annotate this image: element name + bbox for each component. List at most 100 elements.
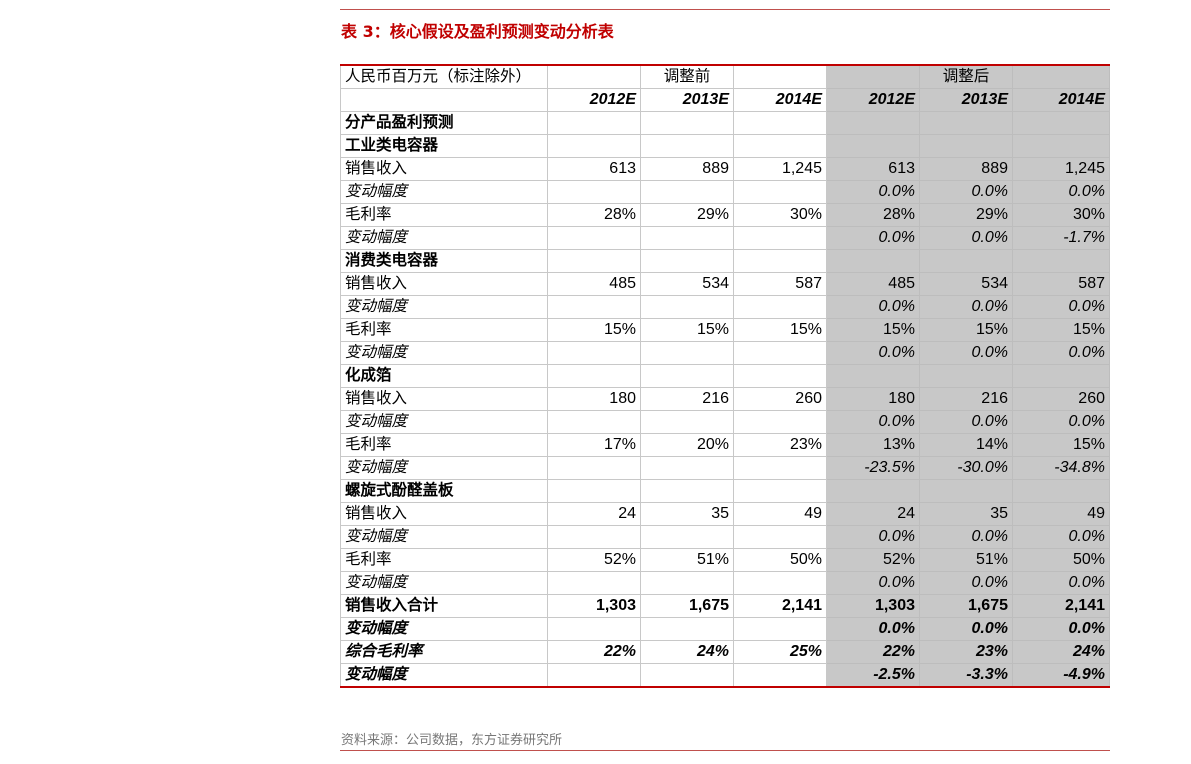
- table-cell: 24: [547, 502, 641, 526]
- table-cell: [1012, 364, 1110, 388]
- table-cell: [733, 479, 827, 503]
- table-cell: 0.0%: [826, 410, 920, 434]
- table-row: 销售收入 24 35 49 24 35 49: [340, 502, 1110, 526]
- forecast-table: 人民币百万元（标注除外） 调整前 调整后 2012E 2013E 2014E 2…: [340, 64, 1110, 688]
- table-row: 变动幅度 0.0% 0.0% -1.7%: [340, 226, 1110, 250]
- table-cell: [640, 341, 734, 365]
- year-header: 2013E: [919, 88, 1013, 112]
- table-cell: [640, 111, 734, 135]
- table-cell: 0.0%: [919, 410, 1013, 434]
- table-cell: [547, 617, 641, 641]
- table-cell: 534: [640, 272, 734, 296]
- table-cell: [1012, 249, 1110, 273]
- table-cell: [547, 249, 641, 273]
- table-cell: [640, 295, 734, 319]
- year-header: 2012E: [826, 88, 920, 112]
- table-cell: [640, 249, 734, 273]
- table-cell: [733, 525, 827, 549]
- table-row: 化成箔: [340, 364, 1110, 388]
- table-row: 变动幅度 -23.5% -30.0% -34.8%: [340, 456, 1110, 480]
- table-cell: 0.0%: [826, 617, 920, 641]
- source-note: 资料来源：公司数据，东方证券研究所: [341, 733, 563, 748]
- table-cell: 15%: [1012, 318, 1110, 342]
- group-after-label: 调整后: [919, 64, 1013, 89]
- table-cell: 216: [919, 387, 1013, 411]
- table-row: 工业类电容器: [340, 134, 1110, 158]
- table-cell: [733, 226, 827, 250]
- table-cell: 0.0%: [919, 180, 1013, 204]
- row-label: 变动幅度: [340, 456, 548, 480]
- table-cell: [733, 134, 827, 158]
- table-cell: 15%: [733, 318, 827, 342]
- table-cell: [733, 456, 827, 480]
- table-cell: 30%: [733, 203, 827, 227]
- row-label: 变动幅度: [340, 341, 548, 365]
- table-cell: [1012, 134, 1110, 158]
- table-cell: 0.0%: [1012, 571, 1110, 595]
- bottom-rule: [340, 750, 1110, 751]
- table-cell: [547, 663, 641, 688]
- table-row: 毛利率 28% 29% 30% 28% 29% 30%: [340, 203, 1110, 227]
- table-cell: -1.7%: [1012, 226, 1110, 250]
- table-cell: [919, 134, 1013, 158]
- row-label: 变动幅度: [340, 617, 548, 641]
- table-cell: 35: [640, 502, 734, 526]
- table-cell: 216: [640, 387, 734, 411]
- table-cell: 0.0%: [826, 525, 920, 549]
- table-cell: 23%: [733, 433, 827, 457]
- table-cell: [733, 180, 827, 204]
- header-blank: [733, 64, 827, 89]
- row-label: 工业类电容器: [340, 134, 548, 158]
- table-cell: 13%: [826, 433, 920, 457]
- row-label: 毛利率: [340, 203, 548, 227]
- table-cell: 1,675: [640, 594, 734, 618]
- table-cell: [640, 456, 734, 480]
- table-cell: [547, 226, 641, 250]
- table-cell: 0.0%: [1012, 180, 1110, 204]
- table-cell: 49: [733, 502, 827, 526]
- table-cell: 0.0%: [919, 617, 1013, 641]
- table-cell: 0.0%: [919, 295, 1013, 319]
- table-cell: 20%: [640, 433, 734, 457]
- table-row: 变动幅度 0.0% 0.0% 0.0%: [340, 410, 1110, 434]
- table-title: 表 3：核心假设及盈利预测变动分析表: [341, 22, 614, 41]
- table-cell: 889: [919, 157, 1013, 181]
- row-label: 综合毛利率: [340, 640, 548, 664]
- table-cell: [640, 479, 734, 503]
- table-row: 变动幅度 0.0% 0.0% 0.0%: [340, 295, 1110, 319]
- table-row: 销售收入 613 889 1,245 613 889 1,245: [340, 157, 1110, 181]
- table-cell: 52%: [826, 548, 920, 572]
- table-cell: 15%: [547, 318, 641, 342]
- table-cell: -30.0%: [919, 456, 1013, 480]
- table-cell: [547, 180, 641, 204]
- table-row: 变动幅度 0.0% 0.0% 0.0%: [340, 341, 1110, 365]
- table-cell: [547, 525, 641, 549]
- table-cell: [547, 571, 641, 595]
- table-cell: 0.0%: [826, 341, 920, 365]
- table-cell: [733, 111, 827, 135]
- table-cell: 15%: [1012, 433, 1110, 457]
- table-cell: [826, 111, 920, 135]
- table-cell: 15%: [640, 318, 734, 342]
- table-cell: 534: [919, 272, 1013, 296]
- row-label: 销售收入: [340, 387, 548, 411]
- year-header: 2012E: [547, 88, 641, 112]
- table-cell: 613: [547, 157, 641, 181]
- table-cell: 24%: [1012, 640, 1110, 664]
- table-cell: [547, 341, 641, 365]
- table-cell: [547, 364, 641, 388]
- table-cell: -4.9%: [1012, 663, 1110, 688]
- table-cell: [640, 525, 734, 549]
- group-before-label: 调整前: [640, 64, 734, 89]
- table-cell: 28%: [547, 203, 641, 227]
- table-cell: 1,245: [733, 157, 827, 181]
- table-cell: [919, 249, 1013, 273]
- table-cell: 14%: [919, 433, 1013, 457]
- table-cell: 0.0%: [919, 525, 1013, 549]
- table-row: 销售收入 485 534 587 485 534 587: [340, 272, 1110, 296]
- table-cell: 0.0%: [1012, 295, 1110, 319]
- table-cell: 485: [826, 272, 920, 296]
- table-cell: [640, 364, 734, 388]
- table-cell: 30%: [1012, 203, 1110, 227]
- table-cell: [547, 479, 641, 503]
